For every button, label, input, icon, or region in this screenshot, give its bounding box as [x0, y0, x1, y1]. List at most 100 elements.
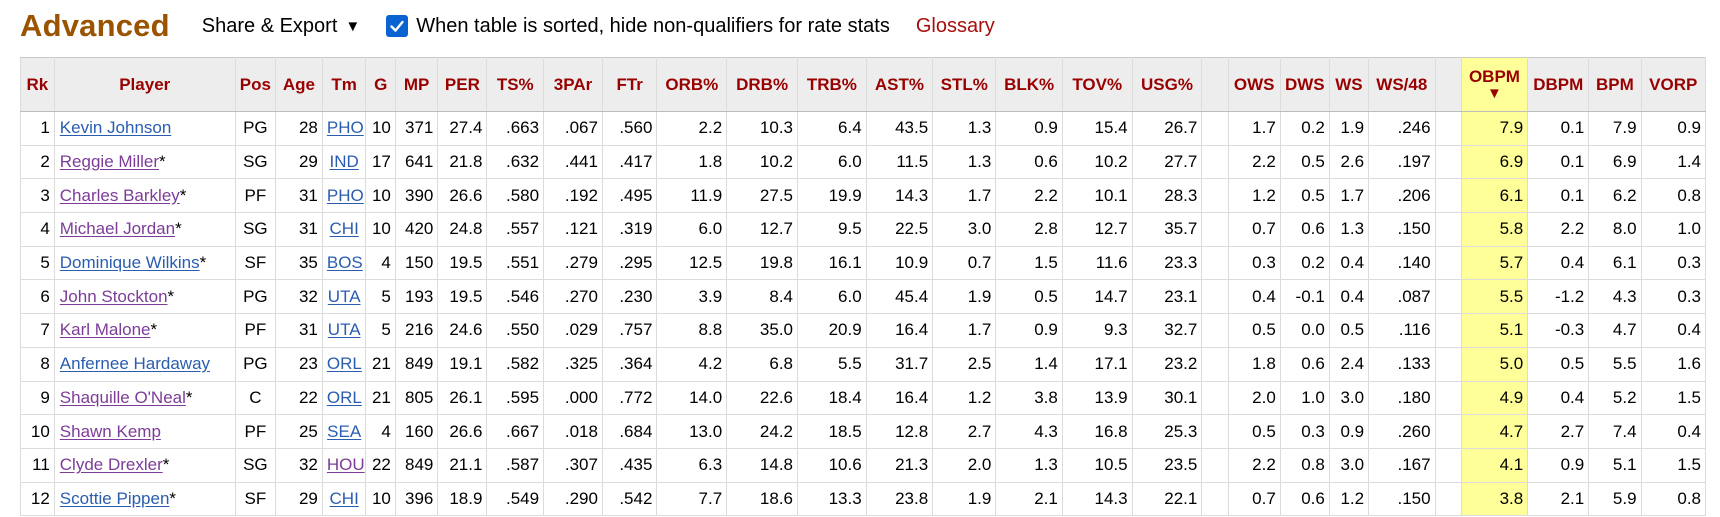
column-header-tov-pct[interactable]: TOV%: [1061, 57, 1133, 112]
column-header-per[interactable]: PER: [437, 57, 488, 112]
cell-ows: 0.3: [1227, 245, 1281, 281]
column-header-ws-48[interactable]: WS/48: [1368, 57, 1436, 112]
column-header-ts-pct[interactable]: TS%: [486, 57, 545, 112]
team-link[interactable]: UTA: [327, 286, 361, 306]
cell-obpm: 5.8: [1460, 212, 1529, 247]
cell-pos: PG: [234, 111, 277, 146]
player-link[interactable]: Reggie Miller: [59, 152, 159, 172]
cell-usg: 28.3: [1131, 178, 1203, 214]
cell-ftr: .542: [601, 481, 658, 517]
cell-blk: 2.1: [995, 481, 1063, 517]
column-header-drb-pct[interactable]: DRB%: [726, 57, 799, 112]
column-header-bpm[interactable]: BPM: [1588, 57, 1642, 112]
player-link[interactable]: Michael Jordan: [59, 219, 176, 239]
cell-ws48: .246: [1368, 111, 1436, 146]
cell-tov: 9.3: [1061, 313, 1133, 348]
column-header-dbpm[interactable]: DBPM: [1527, 57, 1590, 112]
column-header-label: TS%: [496, 74, 534, 94]
cell-trb: 18.5: [797, 414, 867, 449]
player-link[interactable]: Charles Barkley: [59, 185, 180, 205]
cell-trb: 18.4: [797, 380, 867, 416]
column-header-pos[interactable]: Pos: [234, 57, 277, 112]
team-link[interactable]: BOS: [326, 253, 363, 273]
column-header-label: G: [374, 74, 388, 94]
player-link[interactable]: Shaquille O'Neal: [59, 387, 186, 407]
player-link[interactable]: Kevin Johnson: [59, 118, 172, 138]
cell-player: Shaquille O'Neal*: [53, 380, 236, 416]
cell-ts: .667: [486, 414, 545, 449]
share-export-menu[interactable]: Share & Export ▼: [202, 15, 360, 38]
cell-ws48: .150: [1368, 481, 1436, 517]
player-link[interactable]: Scottie Pippen: [59, 488, 170, 508]
player-link[interactable]: John Stockton: [59, 286, 168, 306]
column-header-vorp[interactable]: VORP: [1640, 57, 1707, 112]
player-link[interactable]: Dominique Wilkins: [59, 253, 200, 273]
column-header-player[interactable]: Player: [53, 57, 236, 112]
column-header-dws[interactable]: DWS: [1279, 57, 1330, 112]
team-link[interactable]: ORL: [326, 387, 362, 407]
team-link[interactable]: UTA: [327, 320, 361, 340]
player-link[interactable]: Clyde Drexler: [59, 455, 163, 475]
column-header-age[interactable]: Age: [275, 57, 323, 112]
cell-mp: 641: [394, 144, 439, 180]
team-link[interactable]: HOU: [326, 455, 365, 475]
player-link[interactable]: Shawn Kemp: [59, 421, 161, 441]
cell-ts: .582: [486, 346, 545, 382]
team-link[interactable]: PHO: [326, 118, 364, 138]
cell-pos: SG: [234, 447, 277, 483]
column-header-obpm[interactable]: OBPM ▼: [1460, 57, 1529, 112]
column-header-ws[interactable]: WS: [1328, 57, 1370, 112]
team-link[interactable]: SEA: [327, 421, 362, 441]
cell-dbpm: 2.1: [1527, 481, 1590, 517]
column-header-usg-pct[interactable]: USG%: [1131, 57, 1203, 112]
share-export-label: Share & Export: [201, 14, 338, 37]
column-header-blk-pct[interactable]: BLK%: [995, 57, 1063, 112]
column-header-tm[interactable]: Tm: [321, 57, 367, 112]
spacer-cell: [1434, 279, 1462, 315]
cell-tov: 12.7: [1061, 212, 1133, 247]
team-link[interactable]: ORL: [326, 354, 362, 374]
cell-ts: .557: [486, 212, 545, 247]
cell-vorp: 1.4: [1640, 144, 1707, 180]
cell-tov: 10.1: [1061, 178, 1133, 214]
cell-vorp: 0.4: [1640, 414, 1707, 449]
column-header-stl-pct[interactable]: STL%: [932, 57, 997, 112]
column-header-label: Rk: [26, 74, 49, 94]
column-header-mp[interactable]: MP: [394, 57, 439, 112]
cell-ast: 45.4: [865, 279, 934, 315]
section-title: Advanced: [20, 8, 170, 43]
cell-ws: 0.4: [1328, 245, 1370, 281]
team-link[interactable]: IND: [329, 152, 359, 172]
cell-ast: 21.3: [865, 447, 934, 483]
column-header-rk[interactable]: Rk: [20, 57, 55, 112]
cell-vorp: 0.4: [1640, 313, 1707, 348]
column-header-g[interactable]: G: [365, 57, 396, 112]
cell-ts: .546: [486, 279, 545, 315]
team-link[interactable]: CHI: [329, 488, 359, 508]
team-link[interactable]: CHI: [329, 219, 359, 239]
column-header-ows[interactable]: OWS: [1227, 57, 1281, 112]
player-link[interactable]: Anfernee Hardaway: [59, 354, 211, 374]
cell-dws: 0.6: [1279, 346, 1330, 382]
hide-nonqualifiers-checkbox[interactable]: [386, 15, 409, 37]
cell-orb: 14.0: [656, 380, 728, 416]
cell-ws: 1.9: [1328, 111, 1370, 146]
cell-g: 4: [365, 414, 396, 449]
cell-obpm: 7.9: [1460, 111, 1529, 146]
cell-per: 21.1: [437, 447, 488, 483]
team-link[interactable]: PHO: [326, 185, 364, 205]
column-header-3par[interactable]: 3PAr: [543, 57, 603, 112]
column-header-trb-pct[interactable]: TRB%: [797, 57, 867, 112]
cell-age: 32: [275, 447, 323, 483]
column-header-ftr[interactable]: FTr: [601, 57, 658, 112]
player-link[interactable]: Karl Malone: [59, 320, 151, 340]
cell-ast: 12.8: [865, 414, 934, 449]
cell-tov: 14.7: [1061, 279, 1133, 315]
glossary-link[interactable]: Glossary: [915, 14, 995, 37]
column-header-label: WS/48: [1376, 74, 1428, 94]
cell-blk: 1.3: [995, 447, 1063, 483]
hide-nonqualifiers-toggle[interactable]: When table is sorted, hide non-qualifier…: [386, 15, 890, 38]
column-header-ast-pct[interactable]: AST%: [865, 57, 934, 112]
column-header-label: DBPM: [1533, 74, 1584, 94]
column-header-orb-pct[interactable]: ORB%: [656, 57, 728, 112]
